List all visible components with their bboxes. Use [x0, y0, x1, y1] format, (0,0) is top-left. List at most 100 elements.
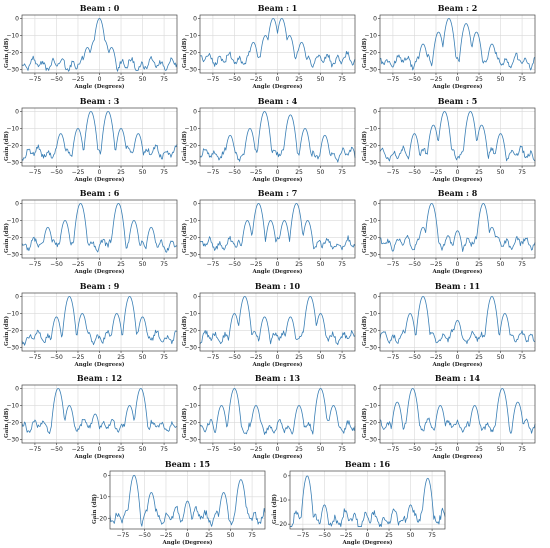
- x-tick-label: 0: [456, 261, 460, 268]
- y-tick-label: −10: [94, 494, 107, 501]
- y-tick-label: 0: [373, 108, 377, 115]
- x-tick-label: −25: [430, 354, 443, 361]
- x-tick-label: 50: [497, 446, 505, 453]
- beam-plot: −75 −50 −25 0 25 50 75 0 −10 −20 −30: [6, 107, 178, 176]
- x-tick-label: 50: [497, 261, 505, 268]
- x-tick-label: −25: [72, 446, 85, 453]
- x-tick-label: −50: [408, 354, 421, 361]
- x-axis-label: Angle (Degrees): [432, 454, 483, 460]
- beam-panel-15: Beam : 15 Gain (dB) Angle (Degrees) −75 −50−…: [90, 459, 266, 547]
- beam-panel-4: Beam : 4 Gain (dB) Angle (Degrees) −75 −50 −2…: [180, 96, 356, 184]
- beam-panel-0: Beam : 0 Gain (dB) Angle (Degrees) −75 −50 −2…: [2, 3, 178, 91]
- beam-plot: −75 −50 −25 0 25 50 75 0 −10 −20 −30: [6, 384, 178, 453]
- y-tick-label: 0: [373, 293, 377, 300]
- x-tick-label: −50: [228, 261, 241, 268]
- x-tick-label: 75: [248, 532, 256, 539]
- beam-plot: −75 −50 −25 0 25 50 75 0 −10 −20 −30: [6, 199, 178, 268]
- y-tick-label: −30: [6, 67, 19, 74]
- beam-gain-series: [21, 388, 178, 435]
- beam-gain-series: [21, 18, 178, 72]
- x-tick-label: 25: [295, 76, 303, 83]
- x-tick-label: −50: [228, 446, 241, 453]
- beam-plot: −75 −50 −25 0 25 50 75 0 −10 −20 −30: [6, 292, 178, 361]
- x-tick-label: 0: [276, 261, 280, 268]
- beam-plot: −75 −50 −25 0 25 50 75 0 −10 −20 −30: [364, 107, 536, 176]
- x-axis-label: Angle (Degrees): [252, 269, 303, 275]
- y-tick-label: −10: [6, 125, 19, 132]
- x-tick-label: −50: [408, 169, 421, 176]
- y-tick-label: 0: [15, 293, 19, 300]
- plot-frame: [21, 107, 178, 167]
- plot-frame: [21, 292, 178, 352]
- beam-plot: −75 −50 −25 0 25 50 75 0 −10 −20 −30: [364, 292, 536, 361]
- y-tick-label: 0: [15, 108, 19, 115]
- y-tick-label: −10: [364, 125, 377, 132]
- x-tick-label: −75: [207, 354, 220, 361]
- x-tick-label: −25: [430, 261, 443, 268]
- x-tick-label: −25: [160, 532, 173, 539]
- x-tick-label: 75: [518, 76, 526, 83]
- y-tick-label: −10: [274, 497, 287, 504]
- y-tick-label: −30: [184, 437, 197, 444]
- plot-frame: [199, 384, 356, 444]
- x-tick-label: 25: [205, 532, 213, 539]
- beam-panel-2: Beam : 2 Gain (dB) Angle (Degrees) −75 −50 −2…: [360, 3, 536, 91]
- x-tick-label: −75: [387, 354, 400, 361]
- x-tick-label: 0: [98, 446, 102, 453]
- x-tick-label: 75: [338, 169, 346, 176]
- x-tick-label: −50: [408, 76, 421, 83]
- y-tick-label: 0: [103, 472, 107, 479]
- x-tick-label: −75: [29, 261, 42, 268]
- plot-frame: [199, 14, 356, 74]
- x-tick-label: 25: [295, 446, 303, 453]
- beam-panel-9: Beam : 9 Gain (dB) Angle (Degrees) −75 −50 −2…: [2, 281, 178, 369]
- y-tick-label: 0: [193, 293, 197, 300]
- x-tick-label: −75: [117, 532, 130, 539]
- panel-title: Beam : 7: [257, 188, 298, 198]
- x-tick-label: 0: [186, 532, 190, 539]
- x-tick-label: 75: [160, 354, 168, 361]
- y-tick-label: −10: [6, 402, 19, 409]
- x-tick-label: −25: [72, 261, 85, 268]
- panel-title: Beam : 16: [344, 459, 391, 469]
- y-tick-label: −20: [364, 235, 377, 242]
- x-tick-label: 0: [98, 76, 102, 83]
- x-tick-label: −50: [408, 261, 421, 268]
- x-tick-label: 0: [456, 169, 460, 176]
- x-tick-label: 50: [227, 532, 235, 539]
- x-axis-label: Angle (Degrees): [74, 269, 125, 275]
- x-tick-label: −75: [387, 446, 400, 453]
- y-tick-label: 0: [15, 15, 19, 22]
- y-tick-label: 0: [373, 385, 377, 392]
- x-tick-label: 75: [338, 354, 346, 361]
- x-axis-label: Angle (Degrees): [252, 84, 303, 90]
- y-tick-label: −20: [184, 420, 197, 427]
- x-tick-label: 25: [117, 169, 125, 176]
- x-tick-label: 75: [338, 76, 346, 83]
- beam-plot: −75 −50 −25 0 25 50 75 0 −10 −20 −30: [364, 14, 536, 83]
- x-tick-label: 25: [117, 354, 125, 361]
- x-tick-label: −50: [138, 532, 151, 539]
- x-tick-label: 75: [518, 446, 526, 453]
- x-tick-label: −75: [387, 169, 400, 176]
- x-tick-label: −25: [250, 354, 263, 361]
- x-tick-label: 0: [276, 169, 280, 176]
- y-tick-label: −30: [364, 67, 377, 74]
- x-tick-label: 50: [139, 354, 147, 361]
- plot-frame: [379, 14, 536, 74]
- plot-frame: [379, 107, 536, 167]
- y-tick-label: −30: [6, 345, 19, 352]
- y-tick-label: −30: [6, 437, 19, 444]
- y-tick-label: −20: [364, 420, 377, 427]
- x-axis-label: Angle (Degrees): [74, 454, 125, 460]
- x-tick-label: 25: [295, 169, 303, 176]
- panel-title: Beam : 9: [79, 281, 120, 291]
- x-tick-label: −25: [340, 532, 353, 539]
- beam-panel-12: Beam : 12 Gain (dB) Angle (Degrees) −75 −50−…: [2, 373, 178, 461]
- beam-gain-series: [21, 111, 178, 161]
- beam-gain-series: [379, 203, 536, 252]
- beam-plot: −75 −50 −25 0 25 50 75 0 −10 −20 −30: [6, 14, 178, 83]
- x-axis-label: Angle (Degrees): [74, 84, 125, 90]
- beam-panel-7: Beam : 7 Gain (dB) Angle (Degrees) −75 −50 −2…: [180, 188, 356, 276]
